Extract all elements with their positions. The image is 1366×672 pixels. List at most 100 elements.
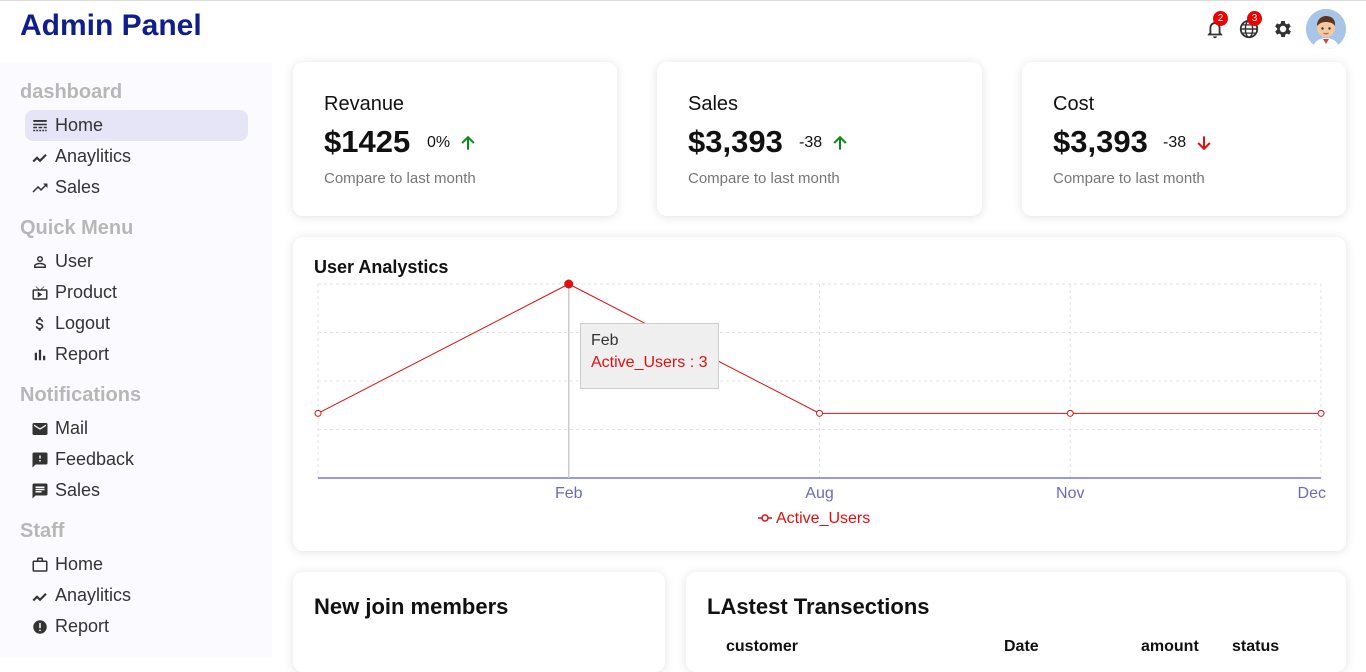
chat-icon xyxy=(32,483,48,498)
mail-icon xyxy=(32,422,48,435)
stat-subtitle: Compare to last month xyxy=(324,170,476,187)
stat-rate-value: 0% xyxy=(427,134,451,151)
work-icon xyxy=(32,557,48,572)
sidebar-item-label: Mail xyxy=(55,418,89,438)
sidebar-section-title: dashboard xyxy=(20,81,123,103)
data-point-nov[interactable] xyxy=(1066,409,1074,417)
sidebar-item-label: Anaylitics xyxy=(55,585,132,605)
new-members-title: New join members xyxy=(314,594,509,619)
data-point-aug[interactable] xyxy=(816,409,823,417)
report-icon xyxy=(33,619,47,634)
avatar-image xyxy=(1306,9,1346,49)
data-point-dec[interactable] xyxy=(1317,409,1325,417)
x-tick-label-feb: Feb xyxy=(555,485,583,502)
data-point-feb[interactable] xyxy=(564,279,574,289)
sidebar-item-label: User xyxy=(55,251,94,271)
stat-value: $3,393 xyxy=(1053,124,1148,159)
sidebar-item-label: Anaylitics xyxy=(55,146,132,166)
top-bar: Admin Panel 2 3 xyxy=(0,0,1366,54)
notifications-button[interactable]: 2 xyxy=(1198,9,1232,49)
timeline-icon xyxy=(32,592,47,601)
stat-value: $3,393 xyxy=(688,124,783,159)
sidebar-item-label: Report xyxy=(55,616,110,636)
language-badge: 3 xyxy=(1247,11,1262,26)
sales-card: Sales $3,393 -38 Compare to last month xyxy=(657,62,982,216)
sidebar-item-staff-analytics[interactable]: Anaylitics xyxy=(25,580,248,611)
dollar-icon xyxy=(35,316,44,331)
sidebar-item-label: Product xyxy=(55,282,118,302)
sidebar-item-label: Home xyxy=(55,115,104,135)
transactions-card: LAstest Transections customer Date amoun… xyxy=(686,572,1346,672)
new-members-card: New join members xyxy=(293,572,665,672)
trending-up-icon xyxy=(32,183,48,192)
sidebar-item-label: Home xyxy=(55,554,104,574)
stat-rate: -38 xyxy=(799,133,850,153)
tooltip-label: Feb xyxy=(591,332,619,349)
chart-tooltip: Feb Active_Users : 3 xyxy=(580,323,719,389)
sidebar-item-mail[interactable]: Mail xyxy=(25,413,248,444)
sidebar-item-label: Sales xyxy=(55,480,101,500)
sidebar-item-product[interactable]: Product xyxy=(25,277,248,308)
sidebar-item-label: Sales xyxy=(55,177,101,197)
chart-legend[interactable]: Active_Users xyxy=(758,510,870,527)
sidebar-item-staff-report[interactable]: Report xyxy=(25,611,248,642)
top-icons: 2 3 xyxy=(1198,9,1346,49)
sidebar-item-logout[interactable]: Logout xyxy=(25,308,248,339)
column-header-date[interactable]: Date xyxy=(1004,638,1039,655)
column-header-status[interactable]: status xyxy=(1232,638,1280,655)
transactions-title: LAstest Transections xyxy=(707,594,930,619)
stat-rate-value: -38 xyxy=(1163,134,1187,151)
stat-rate: 0% xyxy=(427,133,478,153)
bar-chart-icon xyxy=(34,349,46,360)
sidebar-item-sales-messages[interactable]: Sales xyxy=(25,475,248,506)
user-analytics-card: User Analystics Feb Aug Nov Dec Active_User… xyxy=(293,237,1346,551)
sidebar-item-label: Report xyxy=(55,344,110,364)
stat-title: Revanue xyxy=(324,93,405,115)
revenue-card: Revanue $1425 0% Compare to last month xyxy=(293,62,617,216)
sidebar-section-title: Notifications xyxy=(20,384,142,406)
sidebar-item-feedback[interactable]: Feedback xyxy=(25,444,248,475)
stat-value: $1425 xyxy=(324,124,411,159)
sidebar-item-analytics[interactable]: Anaylitics xyxy=(25,141,248,172)
tooltip-value: Active_Users : 3 xyxy=(591,354,708,371)
arrow-up-icon xyxy=(833,135,847,150)
notifications-badge: 2 xyxy=(1213,11,1228,26)
stat-subtitle: Compare to last month xyxy=(1053,170,1205,187)
sidebar-item-staff-home[interactable]: Home xyxy=(25,549,248,580)
x-tick-label-aug: Aug xyxy=(805,485,833,502)
settings-button[interactable] xyxy=(1266,9,1300,49)
language-button[interactable]: 3 xyxy=(1232,9,1266,49)
sidebar-item-report[interactable]: Report xyxy=(25,339,248,370)
cost-card: Cost $3,393 -38 Compare to last month xyxy=(1022,62,1346,216)
x-tick-label-dec: Dec xyxy=(1298,485,1326,502)
avatar[interactable] xyxy=(1306,9,1346,49)
stat-title: Cost xyxy=(1053,93,1095,115)
timeline-icon xyxy=(32,153,47,162)
column-header-amount[interactable]: amount xyxy=(1141,638,1199,655)
arrow-up-icon xyxy=(461,135,475,150)
sidebar-item-sales[interactable]: Sales xyxy=(25,172,248,203)
sidebar-item-user[interactable]: User xyxy=(25,246,248,277)
line-style-icon xyxy=(33,119,47,131)
column-header-customer[interactable]: customer xyxy=(726,638,799,655)
product-icon xyxy=(32,285,48,300)
chart-title: User Analystics xyxy=(314,257,449,277)
sidebar-item-home[interactable]: Home xyxy=(25,110,248,141)
stat-subtitle: Compare to last month xyxy=(688,170,840,187)
sidebar-section-title: Quick Menu xyxy=(20,217,134,239)
stat-title: Sales xyxy=(688,93,739,115)
x-tick-label-nov: Nov xyxy=(1056,485,1084,502)
legend-label: Active_Users xyxy=(776,510,870,527)
user-analytics-chart[interactable]: Feb Aug Nov Dec Active_Users xyxy=(293,237,1346,551)
sidebar: dashboard Home Anaylitics Sales Quick Me… xyxy=(0,62,272,658)
gear-icon xyxy=(1275,21,1291,37)
data-point-jan[interactable] xyxy=(314,409,322,417)
arrow-down-icon xyxy=(1197,136,1211,151)
sidebar-section-title: Staff xyxy=(20,520,65,542)
feedback-icon xyxy=(32,452,48,467)
person-icon xyxy=(34,255,46,268)
sidebar-item-label: Logout xyxy=(55,313,111,333)
app-logo[interactable]: Admin Panel xyxy=(20,9,202,42)
sidebar-item-label: Feedback xyxy=(55,449,135,469)
stat-rate-value: -38 xyxy=(799,134,823,151)
